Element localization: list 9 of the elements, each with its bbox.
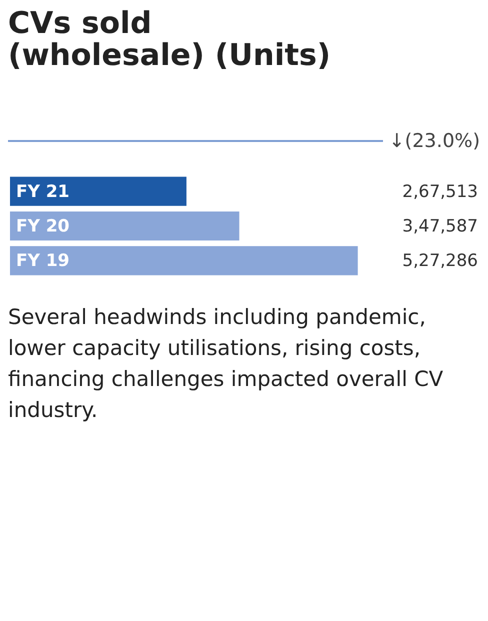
y-tick-label: FY 21 xyxy=(16,182,70,202)
chart-title: CVs sold (wholesale) (Units) xyxy=(8,6,332,73)
y-tick-label: FY 19 xyxy=(16,251,70,272)
text: ↓(23.0%) xyxy=(388,130,480,152)
data-label: 3,47,587 xyxy=(402,216,478,236)
text: Several headwinds including pandemic, lower capacity utilisations, rising costs, financing challenges impacted overall CV industry. xyxy=(8,304,444,424)
data-label: 2,67,513 xyxy=(402,182,478,202)
y-tick-label: FY 20 xyxy=(16,216,70,236)
data-label: 5,27,286 xyxy=(402,251,478,272)
